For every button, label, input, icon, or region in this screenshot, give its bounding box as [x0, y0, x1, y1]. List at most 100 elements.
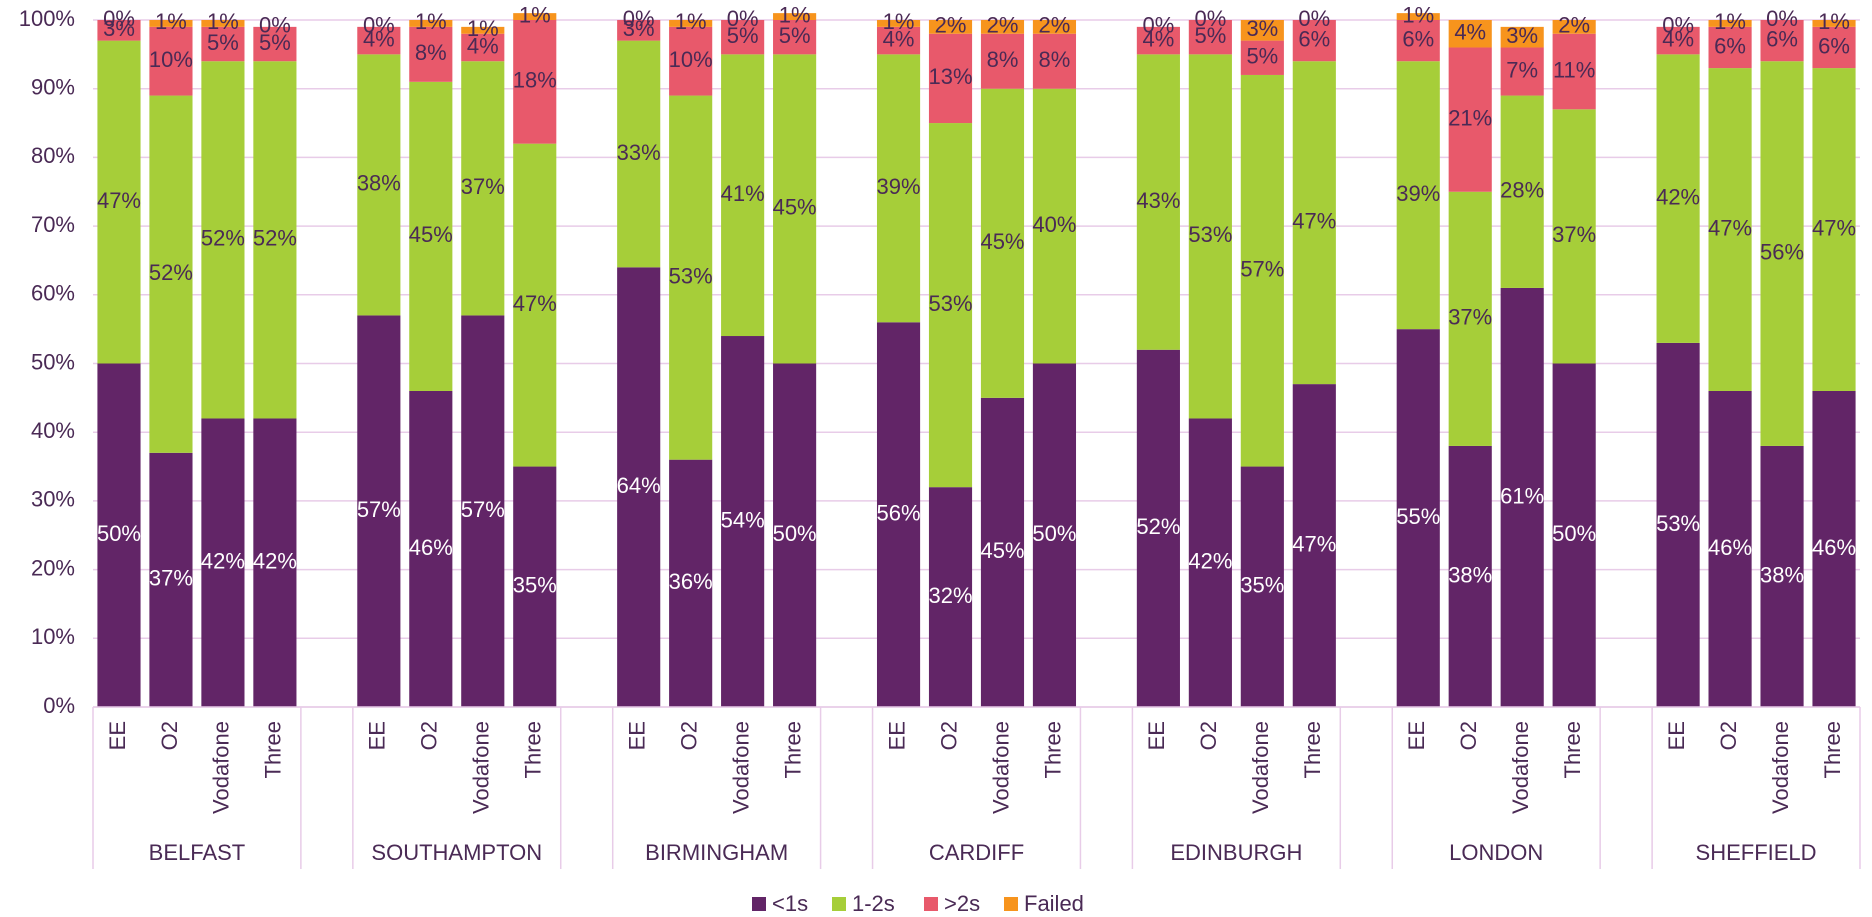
- data-label: 47%: [513, 291, 557, 316]
- data-label: 1%: [519, 2, 551, 27]
- bar-segment: [461, 315, 505, 707]
- data-label: 40%: [1032, 212, 1076, 237]
- data-label: 52%: [149, 260, 193, 285]
- data-label: 52%: [253, 226, 297, 251]
- y-tick-label: 50%: [31, 349, 75, 374]
- x-tick-label: O2: [157, 721, 182, 750]
- bar-segment: [1032, 20, 1077, 34]
- group-label: EDINBURGH: [1170, 840, 1302, 865]
- data-label: 1%: [675, 9, 707, 34]
- x-tick-label: EE: [1404, 721, 1429, 750]
- legend-swatch: [1004, 897, 1018, 911]
- data-label: 47%: [1708, 215, 1752, 240]
- x-tick-label: EE: [625, 721, 650, 750]
- x-tick-label: Three: [1560, 721, 1585, 778]
- bar-segment: [1032, 33, 1077, 89]
- data-label: 18%: [513, 68, 557, 93]
- data-label: 1%: [779, 2, 811, 27]
- y-tick-label: 0%: [43, 693, 75, 718]
- x-tick-label: Three: [521, 721, 546, 778]
- data-label: 53%: [1188, 222, 1232, 247]
- legend-swatch: [752, 897, 766, 911]
- data-label: 33%: [617, 140, 661, 165]
- data-label: 57%: [357, 497, 401, 522]
- y-tick-label: 40%: [31, 418, 75, 443]
- data-label: 42%: [253, 549, 297, 574]
- bar-segment: [1188, 54, 1232, 419]
- data-label: 7%: [1506, 57, 1538, 82]
- data-label: 38%: [357, 171, 401, 196]
- y-tick-label: 30%: [31, 487, 75, 512]
- bar-segment: [409, 390, 453, 707]
- x-tick-label: EE: [365, 721, 390, 750]
- data-label: 57%: [1240, 257, 1284, 282]
- data-label: 5%: [1194, 23, 1226, 48]
- data-label: 0%: [1662, 13, 1694, 38]
- data-label: 3%: [623, 16, 655, 41]
- x-tick-label: Vodafone: [209, 721, 234, 814]
- bar-segment: [409, 26, 453, 82]
- bar-segment: [773, 363, 817, 707]
- data-label: 42%: [1188, 549, 1232, 574]
- bar-segment: [773, 54, 817, 364]
- data-label: 39%: [877, 174, 921, 199]
- data-label: 3%: [1246, 16, 1278, 41]
- bar-segment: [97, 20, 141, 41]
- x-tick-label: EE: [1144, 721, 1169, 750]
- bar-segment: [149, 452, 193, 707]
- data-label: 57%: [461, 497, 505, 522]
- bar-segment: [201, 61, 245, 419]
- bar-segment: [669, 26, 713, 96]
- legend-label: <1s: [772, 891, 808, 916]
- x-tick-label: Vodafone: [988, 721, 1013, 814]
- data-label: 37%: [461, 174, 505, 199]
- bar-segment: [1656, 342, 1700, 707]
- x-tick-label: Vodafone: [1508, 721, 1533, 814]
- data-label: 47%: [97, 188, 141, 213]
- bar-segment: [513, 143, 557, 467]
- x-tick-label: EE: [884, 721, 909, 750]
- data-label: 5%: [779, 23, 811, 48]
- data-label: 1%: [207, 9, 239, 34]
- data-label: 37%: [1448, 305, 1492, 330]
- bar-segment: [1448, 47, 1492, 192]
- y-tick-label: 20%: [31, 555, 75, 580]
- bar-segment: [876, 54, 921, 323]
- bar-segment: [513, 466, 557, 707]
- data-label: 4%: [467, 33, 499, 58]
- bar-segment: [1760, 20, 1804, 62]
- data-label: 6%: [1714, 33, 1746, 58]
- bar-segment: [1500, 26, 1544, 48]
- x-tick-label: EE: [1664, 721, 1689, 750]
- data-label: 1%: [1818, 9, 1850, 34]
- data-label: 6%: [1402, 26, 1434, 51]
- bar-segment: [357, 54, 401, 316]
- x-tick-label: Three: [780, 721, 805, 778]
- data-label: 54%: [721, 507, 765, 532]
- data-label: 11%: [1553, 57, 1595, 82]
- data-label: 56%: [877, 500, 921, 525]
- x-tick-label: Three: [1300, 721, 1325, 778]
- data-label: 6%: [1766, 26, 1798, 51]
- bar-segment: [1656, 54, 1700, 343]
- bar-segment: [1448, 20, 1492, 48]
- bar-segment: [980, 20, 1025, 34]
- x-tick-label: O2: [1196, 721, 1221, 750]
- data-label: 0%: [727, 6, 759, 31]
- group-label: SHEFFIELD: [1696, 840, 1817, 865]
- x-tick-label: O2: [936, 721, 961, 750]
- bar-segment: [1396, 13, 1440, 20]
- x-tick-label: Vodafone: [728, 721, 753, 814]
- bar-segment: [1032, 88, 1077, 364]
- data-label: 4%: [363, 26, 395, 51]
- bar-segment: [149, 20, 193, 27]
- data-label: 50%: [773, 521, 817, 546]
- data-label: 5%: [1246, 44, 1278, 69]
- data-label: 46%: [409, 535, 453, 560]
- bar-segment: [617, 40, 661, 268]
- bar-segment: [1656, 26, 1700, 55]
- data-label: 0%: [259, 13, 291, 38]
- bar-segment: [409, 20, 453, 27]
- x-tick-label: O2: [417, 721, 442, 750]
